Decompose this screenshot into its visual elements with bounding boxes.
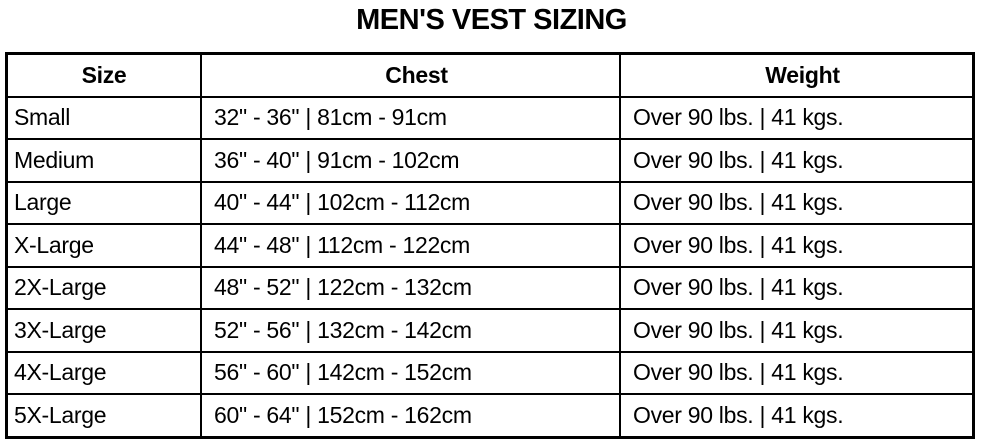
cell-weight: Over 90 lbs. | 41 kgs. [619, 308, 975, 353]
cell-weight: Over 90 lbs. | 41 kgs. [619, 180, 975, 225]
table-row: Large 40" - 44" | 102cm - 112cm Over 90 lb… [5, 180, 975, 225]
cell-chest: 36" - 40" | 91cm - 102cm [200, 138, 621, 183]
table-row: X-Large 44" - 48" | 112cm - 122cm Over 90 … [5, 223, 975, 268]
cell-chest: 32" - 36" | 81cm - 91cm [200, 95, 621, 140]
table-header-row: Size Chest Weight [5, 52, 975, 98]
table-row: Small 32" - 36" | 81cm - 91cm Over 90 lbs.… [5, 95, 975, 140]
sizing-table: Size Chest Weight Small 32" - 36" | 81cm … [5, 52, 975, 439]
header-size: Size [5, 52, 202, 98]
cell-chest: 48" - 52" | 122cm - 132cm [200, 265, 621, 310]
table-row: 4X-Large 56" - 60" | 142cm - 152cm Over 90… [5, 350, 975, 395]
header-weight: Weight [619, 52, 975, 98]
cell-size: 2X-Large [5, 265, 202, 310]
table-row: 5X-Large 60" - 64" | 152cm - 162cm Over 90… [5, 393, 975, 438]
cell-chest: 40" - 44" | 102cm - 112cm [200, 180, 621, 225]
cell-chest: 52" - 56" | 132cm - 142cm [200, 308, 621, 353]
table-row: 2X-Large 48" - 52" | 122cm - 132cm Over 90… [5, 265, 975, 310]
cell-chest: 60" - 64" | 152cm - 162cm [200, 393, 621, 438]
cell-weight: Over 90 lbs. | 41 kgs. [619, 393, 975, 438]
cell-size: X-Large [5, 223, 202, 268]
cell-chest: 44" - 48" | 112cm - 122cm [200, 223, 621, 268]
cell-size: 3X-Large [5, 308, 202, 353]
cell-weight: Over 90 lbs. | 41 kgs. [619, 265, 975, 310]
page-title: MEN'S VEST SIZING [356, 4, 627, 36]
table-row: 3X-Large 52" - 56" | 132cm - 142cm Over 90… [5, 308, 975, 353]
header-chest: Chest [200, 52, 621, 98]
cell-weight: Over 90 lbs. | 41 kgs. [619, 138, 975, 183]
cell-chest: 56" - 60" | 142cm - 152cm [200, 350, 621, 395]
cell-size: Medium [5, 138, 202, 183]
table-row: Medium 36" - 40" | 91cm - 102cm Over 90 lb… [5, 138, 975, 183]
cell-weight: Over 90 lbs. | 41 kgs. [619, 95, 975, 140]
cell-size: 5X-Large [5, 393, 202, 438]
cell-weight: Over 90 lbs. | 41 kgs. [619, 350, 975, 395]
cell-size: Small [5, 95, 202, 140]
cell-size: Large [5, 180, 202, 225]
cell-size: 4X-Large [5, 350, 202, 395]
cell-weight: Over 90 lbs. | 41 kgs. [619, 223, 975, 268]
